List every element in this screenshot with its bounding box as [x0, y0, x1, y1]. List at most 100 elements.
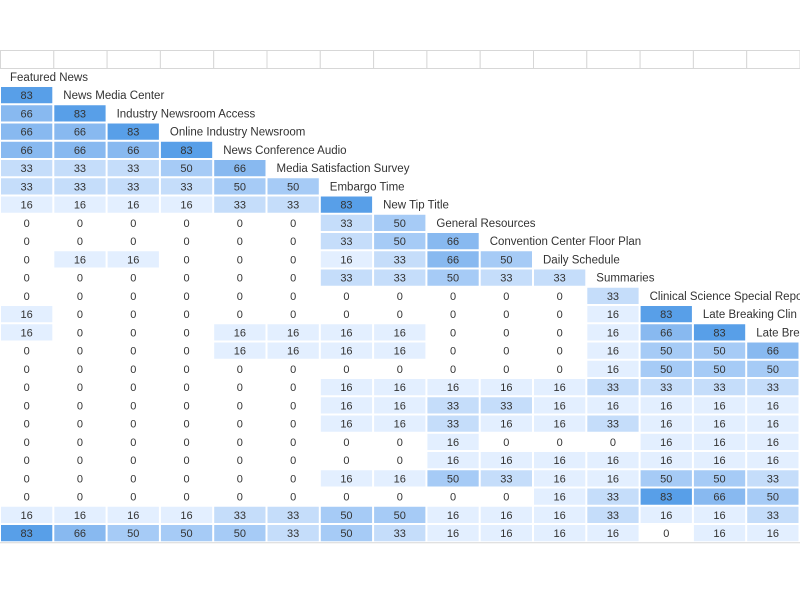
matrix-cell: [426, 232, 480, 251]
cell-value: 0: [503, 364, 509, 376]
cell-value: 0: [183, 437, 189, 449]
cell-value: 33: [607, 510, 619, 522]
cell-value: 33: [447, 419, 459, 431]
cell-value: 16: [127, 200, 139, 212]
cell-value: 0: [503, 291, 509, 303]
matrix-cell: [319, 487, 374, 506]
matrix-cell: [53, 286, 107, 305]
cell-value: 66: [21, 145, 33, 157]
matrix-cell: [692, 378, 747, 397]
matrix-cell: [106, 505, 160, 524]
cell-value: 83: [21, 528, 33, 540]
matrix-cell: [53, 323, 107, 342]
cell-value: 33: [607, 492, 619, 504]
cell-value: 33: [554, 273, 566, 285]
matrix-cell: [746, 469, 800, 488]
cell-value: 50: [127, 528, 139, 540]
matrix-cell: [159, 268, 214, 287]
cell-value: 0: [130, 437, 136, 449]
matrix-cell: [373, 232, 427, 251]
matrix-cell: [53, 524, 107, 543]
cell-value: 33: [607, 382, 619, 394]
cell-value: 0: [450, 364, 456, 376]
matrix-cell: [479, 268, 534, 287]
cell-value: 16: [500, 419, 512, 431]
cell-value: 0: [290, 455, 296, 467]
cell-value: 0: [24, 236, 30, 248]
matrix-cell: [213, 177, 267, 196]
matrix-cell: [53, 414, 107, 433]
cell-value: 0: [503, 327, 509, 339]
cell-value: 0: [397, 291, 403, 303]
matrix-cell: [373, 305, 427, 324]
matrix-cell: [0, 268, 54, 287]
cell-value: 16: [21, 510, 33, 522]
cell-value: 16: [713, 400, 725, 412]
cell-value: 0: [290, 382, 296, 394]
cell-value: 66: [767, 346, 779, 358]
cell-value: 16: [713, 510, 725, 522]
cell-value: 0: [183, 492, 189, 504]
column-header-cell: [213, 50, 268, 69]
cell-value: 66: [21, 108, 33, 120]
matrix-cell: [213, 396, 267, 415]
cell-value: 0: [130, 218, 136, 230]
matrix-cell: [106, 159, 160, 178]
matrix-cell: [53, 104, 107, 123]
matrix-cell: [53, 159, 107, 178]
cell-value: 0: [450, 309, 456, 321]
matrix-cell: [319, 451, 374, 470]
cell-value: 0: [237, 364, 243, 376]
cell-value: 0: [24, 254, 30, 266]
matrix-cell: [533, 414, 587, 433]
cell-value: 0: [290, 419, 296, 431]
matrix-cell: [479, 359, 534, 378]
cell-value: 0: [237, 437, 243, 449]
cell-value: 16: [607, 327, 619, 339]
cell-value: 16: [21, 309, 33, 321]
cell-value: 16: [21, 200, 33, 212]
matrix-cell: [692, 359, 747, 378]
matrix-cell: [159, 505, 214, 524]
matrix-cell: [213, 195, 267, 214]
matrix-cell: [533, 487, 587, 506]
cell-value: 33: [660, 382, 672, 394]
matrix-cell: [586, 414, 640, 433]
matrix-cell: [373, 487, 427, 506]
cell-value: 0: [24, 273, 30, 285]
similarity-matrix: Featured News 83 News Media Center 66 83 Indu…: [0, 50, 800, 550]
matrix-cell: [639, 451, 693, 470]
matrix-cell: [213, 432, 267, 451]
cell-value: 16: [340, 254, 352, 266]
cell-value: 0: [503, 309, 509, 321]
matrix-cell: [106, 177, 160, 196]
matrix-cell: [106, 487, 160, 506]
matrix-cell: [533, 323, 587, 342]
matrix-cell: [0, 250, 54, 269]
cell-value: 0: [343, 455, 349, 467]
cell-value: 66: [713, 492, 725, 504]
cell-value: 33: [713, 382, 725, 394]
matrix-cell: [746, 378, 800, 397]
cell-value: 50: [767, 364, 779, 376]
cell-value: 0: [557, 364, 563, 376]
cell-value: 16: [394, 346, 406, 358]
cell-value: 0: [130, 346, 136, 358]
cell-value: 83: [74, 108, 86, 120]
cell-value: 16: [340, 327, 352, 339]
cell-value: 16: [607, 346, 619, 358]
cell-value: 16: [554, 419, 566, 431]
cell-value: 83: [660, 309, 672, 321]
matrix-cell: [746, 359, 800, 378]
matrix-cell: [479, 396, 534, 415]
row-label: Embargo Time: [330, 181, 405, 193]
matrix-cell: [213, 341, 267, 360]
matrix-cell: [0, 451, 54, 470]
matrix-cell: [426, 268, 480, 287]
cell-value: 16: [607, 309, 619, 321]
matrix-cell: [53, 396, 107, 415]
matrix-cell: [426, 378, 480, 397]
cell-value: 66: [447, 236, 459, 248]
cell-value: 0: [77, 437, 83, 449]
matrix-cell: [319, 396, 374, 415]
